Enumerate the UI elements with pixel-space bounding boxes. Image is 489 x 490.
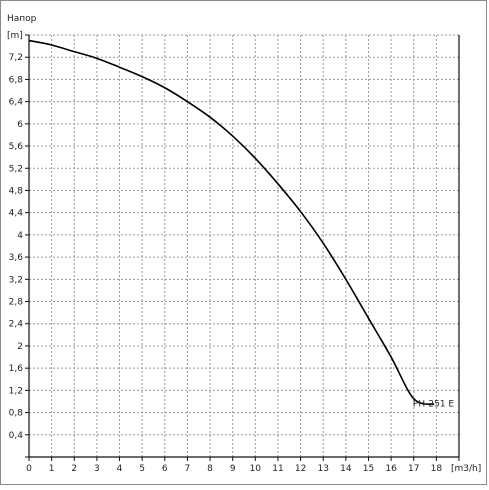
x-tick-label: 8 [207,464,213,474]
chart-title: Напор [7,14,37,24]
x-tick-label: 17 [408,464,419,474]
y-tick-label: 2,4 [9,320,24,330]
x-tick-label: 14 [340,464,352,474]
axes [25,34,460,461]
series-label: PH-251 E [413,399,454,409]
x-tick-label: 12 [295,464,306,474]
series: PH-251 E [28,39,454,409]
y-tick-label: 4,8 [9,186,24,196]
x-tick-label: 1 [49,464,55,474]
x-tick-label: 6 [162,464,168,474]
y-tick-label: 0,4 [9,431,24,441]
x-tick-label: 4 [117,464,123,474]
y-tick-label: 7,2 [9,53,23,63]
y-tick-label: 1,6 [9,364,24,374]
y-tick-label: 5,2 [9,164,23,174]
x-tick-label: 13 [317,464,328,474]
x-tick-label: 15 [363,464,374,474]
grid [29,34,460,457]
x-tick-label: 5 [139,464,145,474]
y-tick-label: 4 [17,231,23,241]
x-tick-label: 9 [230,464,236,474]
y-axis-label: [m] [7,31,23,41]
y-tick-label: 6,4 [9,98,24,108]
y-tick-label: 2,8 [9,298,24,308]
y-tick-label: 4,4 [9,209,24,219]
y-tick-label: 2 [17,342,23,352]
y-tick-label: 6 [17,120,23,130]
y-tick-label: 5,6 [9,142,24,152]
x-tick-label: 18 [431,464,443,474]
x-tick-label: 16 [385,464,397,474]
x-tick-label: 10 [250,464,262,474]
x-tick-label: 3 [94,464,100,474]
y-tick-label: 0,8 [9,409,24,419]
x-tick-label: 2 [71,464,77,474]
y-tick-labels: 0,4 0,8 1,2 1,6 2 2,4 2,8 3,2 3,6 4 4,4 4,8 5,2 5,6 6 6… [9,53,24,441]
y-tick-label: 6,8 [9,75,24,85]
series-line [28,39,435,406]
x-tick-label: 11 [272,464,283,474]
y-tick-label: 1,2 [9,386,23,396]
y-tick-label: 3,6 [9,253,24,263]
x-tick-labels: 0 1 2 3 4 5 6 7 8 9 10 11 12 13 14 15 16 17 18 [26,464,442,474]
x-axis-label: [m3/h] [451,464,481,474]
x-tick-label: 7 [185,464,191,474]
x-tick-label: 0 [26,464,32,474]
y-tick-label: 3,2 [9,275,23,285]
